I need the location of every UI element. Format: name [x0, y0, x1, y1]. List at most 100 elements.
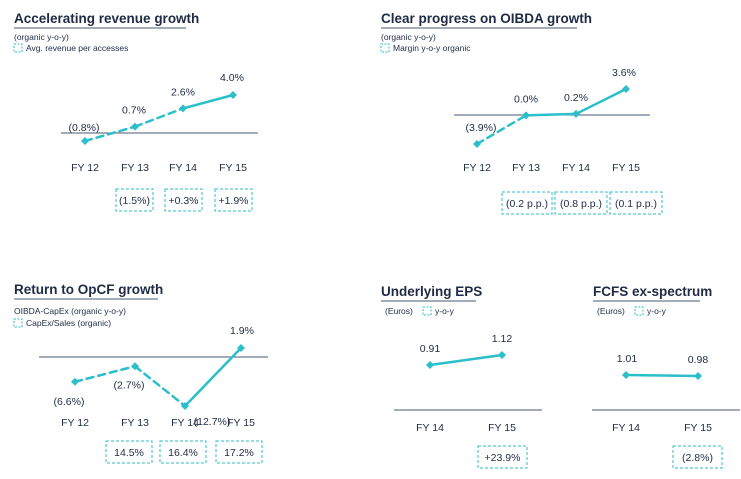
- data-point-marker: [229, 91, 237, 99]
- comparison-value: (1.5%): [119, 195, 150, 207]
- x-tick-label: FY 14: [612, 422, 640, 434]
- panel-eps: Underlying EPS (Euros) y-o-y 0.91 FY 14 1.12 F…: [381, 284, 542, 469]
- chart-title: Return to OpCF growth: [14, 282, 163, 297]
- data-point-marker: [694, 372, 702, 380]
- data-point-marker: [237, 344, 245, 352]
- panel-oibda: Clear progress on OIBDA growth (organic y…: [380, 11, 663, 215]
- data-point-marker: [131, 362, 139, 371]
- comparison-value: (0.2 p.p.): [506, 198, 548, 210]
- data-label: (12.7%): [194, 416, 231, 428]
- legend-swatch-icon: [13, 318, 23, 328]
- data-point-marker: [179, 104, 187, 113]
- chart-subtitle: (organic y-o-y): [14, 32, 69, 42]
- comparison-box: [554, 191, 608, 215]
- data-label: 1.01: [617, 353, 638, 365]
- legend-swatch-icon: [380, 43, 390, 53]
- chart-title: Underlying EPS: [381, 284, 482, 299]
- x-tick-label: FY 14: [416, 422, 444, 434]
- chart-title: FCFS ex-spectrum: [593, 284, 712, 299]
- data-point-marker: [71, 377, 79, 386]
- panel-opcf: Return to OpCF growth OIBDA-CapEx (organi…: [13, 282, 268, 464]
- series-segment: [524, 112, 578, 117]
- data-point-marker: [498, 351, 506, 359]
- chart-subtitle: (organic y-o-y): [381, 32, 436, 42]
- comparison-box: [164, 188, 203, 212]
- data-label: 0.98: [688, 354, 709, 366]
- series-segment: [624, 373, 700, 378]
- comparison-value: +23.9%: [485, 452, 521, 464]
- data-label: (6.6%): [54, 396, 85, 408]
- comparison-value: 16.4%: [168, 447, 198, 459]
- data-label: 1.12: [492, 333, 513, 345]
- x-tick-label: FY 13: [121, 162, 149, 174]
- x-tick-label: FY 15: [227, 417, 255, 429]
- legend-swatch-icon: [13, 43, 23, 53]
- data-point-marker: [473, 140, 481, 148]
- series-segment: [428, 353, 504, 367]
- x-tick-label: FY 12: [61, 417, 89, 429]
- data-label: (2.7%): [114, 379, 145, 391]
- series-segment-dashed: [73, 365, 137, 384]
- x-tick-label: FY 12: [463, 162, 491, 174]
- comparison-box: [215, 440, 263, 464]
- data-label: 3.6%: [612, 67, 636, 79]
- x-tick-label: FY 15: [612, 162, 640, 174]
- x-tick-label: FY 14: [171, 417, 199, 429]
- comparison-box: [672, 445, 723, 469]
- comparison-value: (2.8%): [682, 452, 713, 464]
- comparison-box: [609, 191, 663, 215]
- series-segment-dashed: [133, 107, 185, 128]
- comparison-value: 14.5%: [114, 447, 144, 459]
- chart-subtitle: (Euros): [385, 306, 413, 316]
- comparison-value: +0.3%: [168, 195, 198, 207]
- x-tick-label: FY 13: [121, 417, 149, 429]
- series-segment-dashed: [475, 114, 528, 146]
- data-point-marker: [131, 122, 139, 131]
- legend-label: y-o-y: [647, 306, 667, 316]
- data-label: 0.0%: [514, 93, 538, 105]
- legend-label: Margin y-o-y organic: [393, 43, 471, 53]
- series-segment-dashed: [83, 125, 137, 143]
- data-point-marker: [181, 402, 189, 410]
- panel-fcfs: FCFS ex-spectrum (Euros) y-o-y 1.01 FY 14 0.9…: [592, 284, 740, 469]
- chart-subtitle: (Euros): [597, 306, 625, 316]
- chart-subtitle: OIBDA-CapEx (organic y-o-y): [14, 306, 126, 316]
- data-label: (3.9%): [466, 122, 497, 134]
- comparison-box: [501, 191, 553, 215]
- series-segment: [181, 93, 235, 110]
- comparison-box: [105, 440, 153, 464]
- data-label: 0.2%: [564, 92, 588, 104]
- data-point-marker: [622, 371, 630, 379]
- x-tick-label: FY 15: [488, 422, 516, 434]
- series-segment: [574, 87, 628, 116]
- series-segment: [183, 346, 243, 408]
- chart-title: Clear progress on OIBDA growth: [381, 11, 592, 26]
- data-label: (0.8%): [69, 122, 100, 134]
- legend-label: CapEx/Sales (organic): [26, 318, 111, 328]
- legend-swatch-icon: [422, 306, 432, 316]
- data-point-marker: [572, 109, 580, 118]
- data-label: 4.0%: [220, 72, 244, 84]
- data-label: 0.7%: [122, 105, 146, 117]
- x-tick-label: FY 12: [71, 162, 99, 174]
- comparison-value: +1.9%: [218, 195, 248, 207]
- data-point-marker: [81, 137, 89, 145]
- x-tick-label: FY 15: [219, 162, 247, 174]
- data-point-marker: [622, 85, 630, 93]
- legend-swatch-icon: [634, 306, 644, 316]
- legend-label: y-o-y: [435, 306, 455, 316]
- comparison-box: [477, 445, 528, 469]
- panel-revenue: Accelerating revenue growth (organic y-o-…: [13, 11, 258, 212]
- data-point-marker: [522, 111, 530, 120]
- x-tick-label: FY 15: [684, 422, 712, 434]
- x-tick-label: FY 14: [562, 162, 590, 174]
- x-tick-label: FY 13: [512, 162, 540, 174]
- legend-label: Avg. revenue per accesses: [26, 43, 128, 53]
- comparison-box: [214, 188, 253, 212]
- comparison-box: [159, 440, 207, 464]
- comparison-value: (0.1 p.p.): [615, 198, 657, 210]
- data-point-marker: [426, 361, 434, 369]
- series-segment-dashed: [133, 365, 187, 408]
- chart-title: Accelerating revenue growth: [14, 11, 199, 26]
